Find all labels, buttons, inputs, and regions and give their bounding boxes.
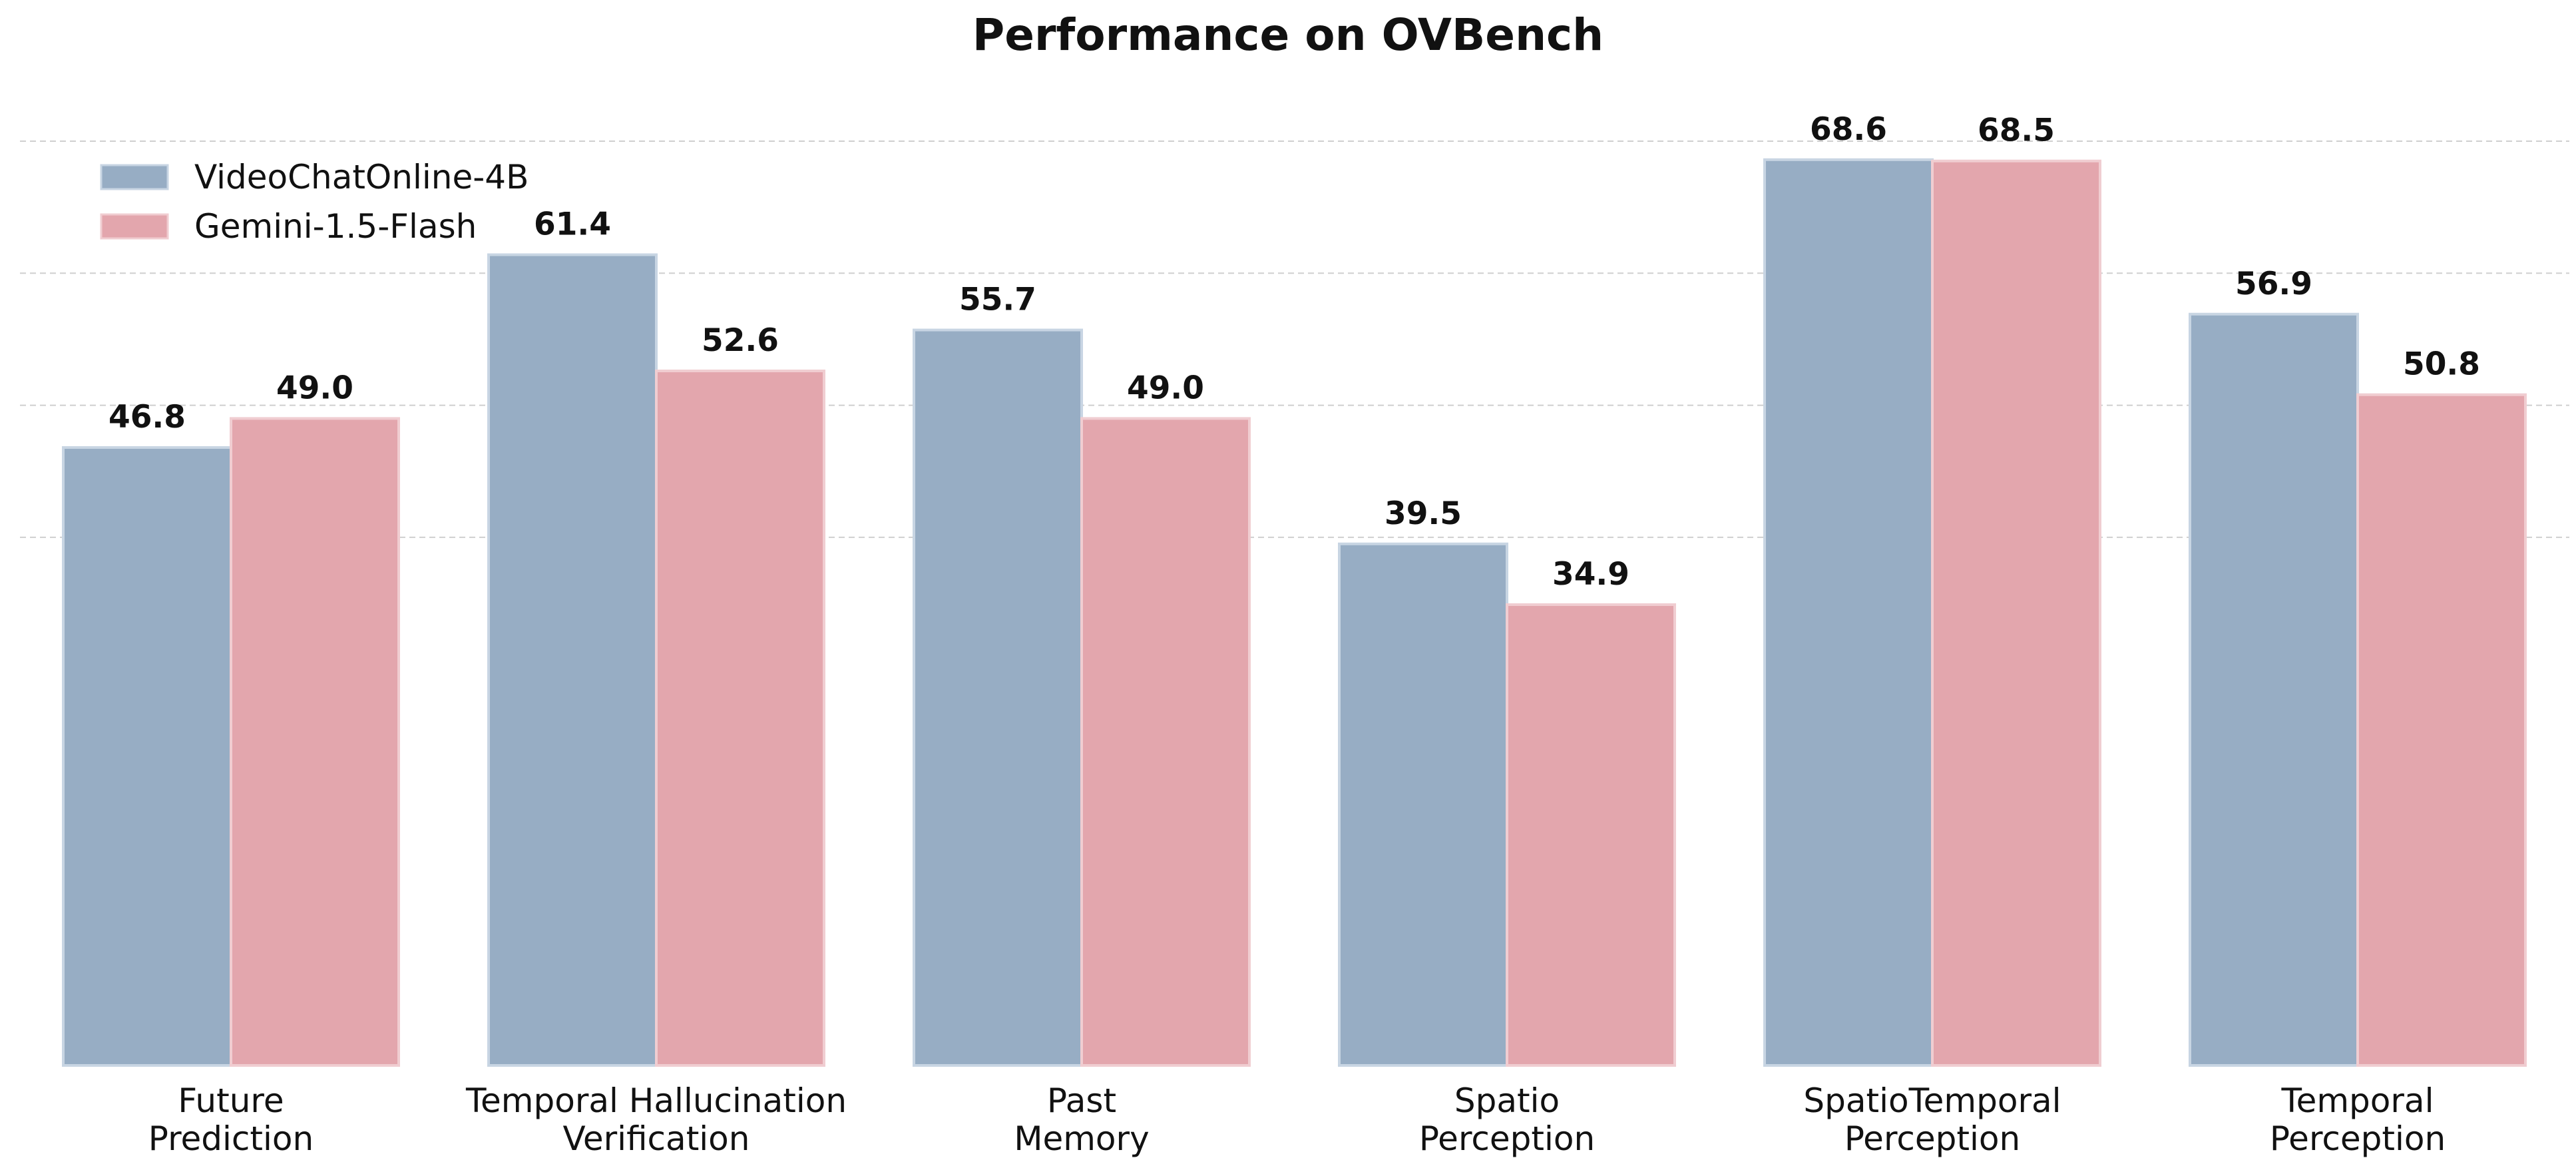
legend-swatch-gemini: [100, 213, 169, 240]
value-label-s1-c2: 49.0: [1127, 370, 1204, 406]
value-label-s1-c5: 50.8: [2403, 346, 2480, 383]
bar-s0-c4: [1763, 158, 1934, 1067]
chart-title: Performance on OVBench: [972, 9, 1604, 61]
bar-s0-c2: [913, 328, 1083, 1067]
bar-s0-c0: [62, 446, 232, 1067]
x-tick-label-c3-l1: Perception: [1419, 1119, 1595, 1158]
bars-layer: [62, 158, 2527, 1067]
value-label-s1-c1: 52.6: [702, 322, 779, 359]
x-tick-label-c4-l0: SpatioTemporal: [1803, 1081, 2061, 1120]
value-label-s0-c4: 68.6: [1810, 111, 1887, 148]
x-tick-label-c1-l0: Temporal Hallucination: [465, 1081, 847, 1120]
x-tick-label-c0-l0: Future: [178, 1081, 284, 1120]
x-tick-label-c4-l1: Perception: [1844, 1119, 2020, 1158]
bar-s1-c3: [1506, 603, 1676, 1067]
bar-s0-c5: [2189, 312, 2359, 1067]
x-tick-label-c5-l1: Perception: [2270, 1119, 2446, 1158]
legend-swatch-videochatonline: [100, 164, 169, 190]
bar-s1-c5: [2356, 393, 2527, 1067]
x-tick-label-c1-l1: Verification: [563, 1119, 750, 1158]
bar-s1-c2: [1080, 417, 1251, 1067]
grid-layer: [20, 141, 2569, 538]
value-label-s1-c4: 68.5: [1978, 113, 2055, 149]
legend-label-gemini: Gemini-1.5-Flash: [194, 207, 477, 246]
x-tick-label-c5-l0: Temporal: [2281, 1081, 2434, 1120]
legend: VideoChatOnline-4B Gemini-1.5-Flash: [100, 158, 529, 246]
value-label-s0-c1: 61.4: [534, 206, 611, 243]
x-tick-label-c0-l1: Prediction: [148, 1119, 314, 1158]
bar-s0-c3: [1338, 542, 1508, 1067]
value-label-s1-c0: 49.0: [276, 370, 353, 406]
value-label-s0-c5: 56.9: [2235, 266, 2312, 302]
bar-s0-c1: [487, 253, 658, 1067]
value-label-s1-c3: 34.9: [1552, 556, 1629, 593]
x-tick-label-c2-l1: Memory: [1014, 1119, 1149, 1158]
value-labels-layer: 46.8 49.0 61.4 52.6 55.7 49.0 39.5 34.9 68.6 68.5…: [108, 111, 2480, 593]
bar-s1-c0: [230, 417, 400, 1067]
value-label-s0-c3: 39.5: [1385, 495, 1462, 532]
legend-label-videochatonline: VideoChatOnline-4B: [194, 158, 529, 196]
bar-s1-c4: [1931, 159, 2101, 1067]
value-label-s0-c0: 46.8: [108, 399, 186, 436]
x-tick-label-c3-l0: Spatio: [1454, 1081, 1560, 1120]
bar-s1-c1: [655, 370, 825, 1067]
value-label-s0-c2: 55.7: [959, 282, 1036, 318]
x-tick-label-c2-l0: Past: [1047, 1081, 1116, 1120]
